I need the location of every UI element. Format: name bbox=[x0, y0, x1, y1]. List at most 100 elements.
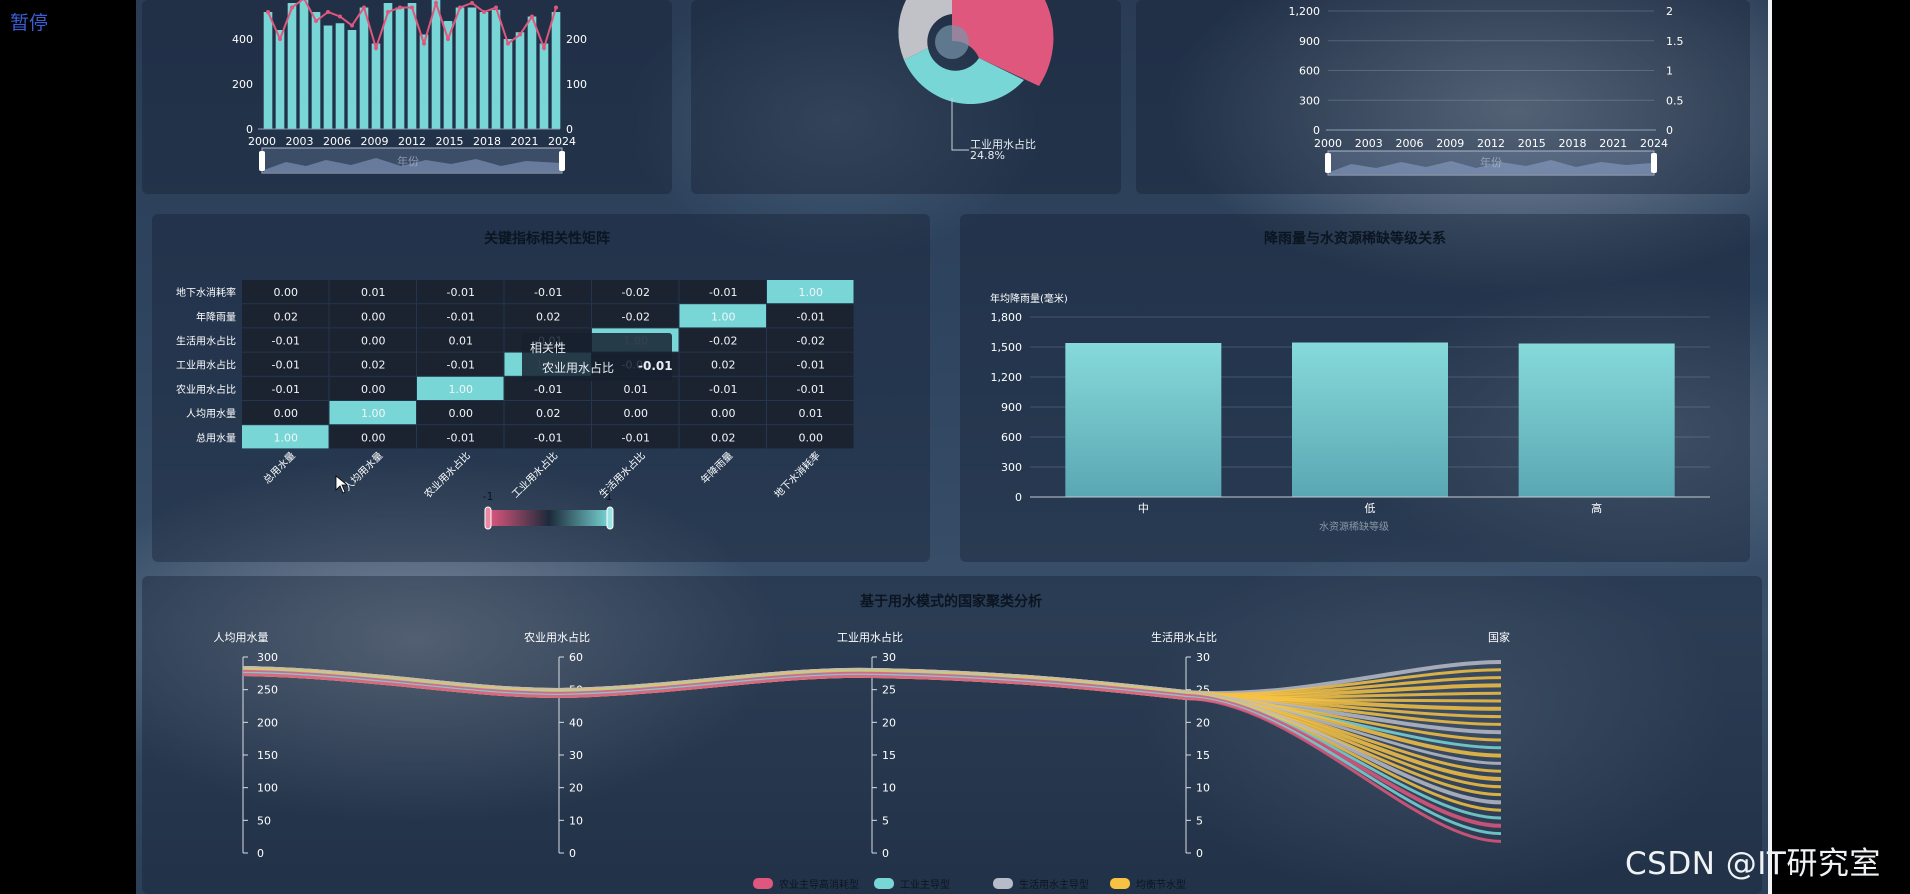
x-tick: 2012 bbox=[1477, 137, 1505, 150]
heatmap-cell-value: -0.02 bbox=[622, 310, 650, 323]
heatmap-cell-value: -0.01 bbox=[534, 286, 562, 299]
x-tick: 2021 bbox=[511, 135, 539, 148]
parallel-axis-tick: 30 bbox=[882, 651, 896, 664]
slider-label: 年份 bbox=[397, 154, 419, 168]
legend-label[interactable]: 农业主导高消耗型 bbox=[779, 878, 859, 891]
legend-swatch[interactable] bbox=[993, 878, 1013, 889]
visual-map-min-handle[interactable] bbox=[484, 506, 492, 530]
rainfall-x-tick: 高 bbox=[1591, 501, 1602, 515]
legend-label[interactable]: 均衡节水型 bbox=[1136, 878, 1186, 891]
heatmap-cell bbox=[592, 376, 679, 400]
visual-map-max-handle[interactable] bbox=[606, 506, 614, 530]
tooltip-title: 相关性 bbox=[530, 341, 567, 355]
parallel-axis-tick: 200 bbox=[257, 716, 278, 729]
country-line bbox=[242, 673, 1502, 843]
parallel-axis-tick: 15 bbox=[1196, 749, 1210, 762]
slider-left-handle[interactable] bbox=[1325, 153, 1331, 173]
heatmap-cell-value: 0.00 bbox=[711, 407, 736, 420]
legend-swatch[interactable] bbox=[753, 878, 773, 889]
heatmap-cell bbox=[592, 280, 679, 304]
heatmap-cell-value: 1.00 bbox=[711, 310, 736, 323]
heatmap-col-label: 地下水消耗率 bbox=[771, 449, 823, 501]
heatmap-cell bbox=[242, 328, 329, 352]
heatmap-cell bbox=[242, 425, 329, 449]
parallel-axis-tick: 100 bbox=[257, 782, 278, 795]
x-tick: 2006 bbox=[323, 135, 351, 148]
parallel-axis-name: 农业用水占比 bbox=[524, 630, 590, 644]
x-tick: 2018 bbox=[473, 135, 501, 148]
y-tick: 300 bbox=[1001, 461, 1022, 474]
heatmap-col-label: 农业用水占比 bbox=[421, 449, 473, 501]
parallel-axis-tick: 0 bbox=[882, 847, 889, 860]
heatmap-cell-value: -0.01 bbox=[534, 431, 562, 444]
x-tick: 2015 bbox=[436, 135, 464, 148]
parallel-axis-name: 工业用水占比 bbox=[837, 630, 903, 644]
heatmap-col-label: 生活用水占比 bbox=[596, 449, 648, 501]
visual-map-min: -1 bbox=[483, 490, 494, 503]
y-tick: 1,200 bbox=[991, 371, 1023, 384]
line-point bbox=[530, 14, 534, 19]
heatmap-cell bbox=[329, 352, 416, 376]
line-point bbox=[314, 19, 318, 23]
heatmap-cell-value: -0.02 bbox=[797, 335, 825, 348]
rainfall-bar bbox=[1065, 343, 1222, 497]
legend-label[interactable]: 生活用水主导型 bbox=[1019, 878, 1089, 891]
legend-label[interactable]: 工业主导型 bbox=[900, 878, 950, 891]
heatmap-cell-value: 0.00 bbox=[799, 431, 824, 444]
heatmap-cell-value: 0.01 bbox=[449, 335, 474, 348]
usage-bar bbox=[479, 12, 489, 129]
usage-bar bbox=[515, 32, 525, 129]
heatmap-cell-value: 0.01 bbox=[799, 407, 824, 420]
usage-bar bbox=[395, 7, 405, 129]
heatmap-cell bbox=[679, 401, 766, 425]
y-tick: 1,500 bbox=[991, 341, 1023, 354]
line-point bbox=[398, 5, 402, 10]
line-point bbox=[422, 41, 426, 46]
heatmap-cell-value: -0.02 bbox=[709, 335, 737, 348]
rainfall-x-tick: 中 bbox=[1138, 502, 1149, 515]
usage-bar bbox=[275, 30, 285, 129]
heatmap-cell bbox=[767, 376, 854, 400]
visual-map-max: 1 bbox=[606, 490, 613, 503]
rainfall-x-tick: 低 bbox=[1365, 502, 1376, 515]
heatmap-cell bbox=[417, 328, 504, 352]
parallel-axis-tick: 10 bbox=[882, 782, 896, 795]
heatmap-cell bbox=[767, 352, 854, 376]
x-tick: 2009 bbox=[361, 135, 389, 148]
line-point bbox=[350, 23, 354, 28]
parallel-axis-tick: 0 bbox=[1196, 847, 1203, 860]
slider-right-handle[interactable] bbox=[1651, 153, 1657, 173]
industry-share-value: 24.8% bbox=[970, 149, 1005, 162]
pause-button[interactable]: 暂停 bbox=[10, 12, 49, 34]
heatmap-row-label: 年降雨量 bbox=[196, 310, 236, 323]
y-tick-right: 0.5 bbox=[1666, 94, 1684, 107]
heatmap-cell bbox=[679, 304, 766, 328]
parallel-axis-tick: 15 bbox=[882, 749, 896, 762]
panel-yearly-usage bbox=[142, 0, 672, 194]
parallel-axis-tick: 30 bbox=[569, 749, 583, 762]
line-point bbox=[482, 10, 486, 14]
heatmap-cell-value: 0.00 bbox=[361, 383, 386, 396]
slider-right-handle[interactable] bbox=[559, 151, 565, 171]
slider-left-handle[interactable] bbox=[259, 151, 265, 171]
heatmap-cell bbox=[329, 280, 416, 304]
donut-slice-pink bbox=[952, 0, 1054, 86]
parallel-axis-tick: 10 bbox=[569, 814, 583, 827]
heatmap-cell-value: -0.01 bbox=[447, 359, 475, 372]
tooltip-row: 农业用水占比 bbox=[542, 361, 615, 375]
y-tick-left: 0 bbox=[246, 123, 253, 136]
x-tick: 2000 bbox=[248, 135, 276, 148]
heatmap-cell bbox=[417, 352, 504, 376]
line-point bbox=[326, 10, 330, 14]
legend-swatch[interactable] bbox=[1110, 878, 1130, 889]
panel-yearly-trend bbox=[1136, 0, 1750, 194]
line-point bbox=[338, 14, 342, 19]
parallel-axis-name: 人均用水量 bbox=[214, 631, 269, 644]
parallel-axis-tick: 5 bbox=[1196, 814, 1203, 827]
parallel-axis-name: 国家 bbox=[1488, 630, 1510, 644]
legend-swatch[interactable] bbox=[874, 878, 894, 889]
usage-bar bbox=[419, 34, 429, 129]
y-tick: 600 bbox=[1001, 431, 1022, 444]
x-tick: 2009 bbox=[1436, 137, 1464, 150]
visual-map-bar[interactable] bbox=[488, 510, 610, 526]
